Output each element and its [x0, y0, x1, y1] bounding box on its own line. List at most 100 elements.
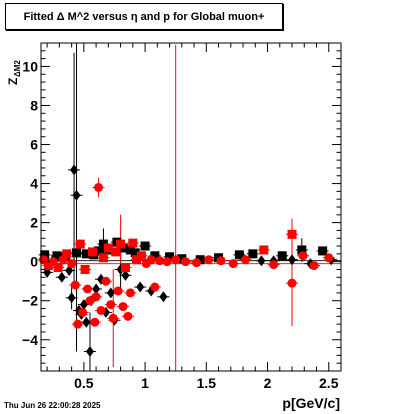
data-point-series2: [171, 255, 181, 265]
y-axis-label: Z ΔM2: [3, 60, 23, 101]
data-point-series1: [165, 252, 175, 262]
data-point-series1: [40, 250, 50, 260]
data-point-series2: [204, 255, 214, 265]
x-axis-label: p[GeV/c]: [282, 395, 340, 411]
data-point-series1: [92, 283, 101, 295]
data-point-series2: [192, 258, 202, 268]
y-tick-label: 2: [30, 215, 38, 231]
y-tick-label: −2: [22, 293, 38, 309]
data-point-series2: [228, 259, 238, 269]
data-point-series2: [106, 300, 116, 310]
data-point-series1: [94, 246, 104, 256]
data-point-series1: [67, 292, 76, 304]
data-point-series1: [136, 281, 145, 293]
chart-title-box: Fitted Δ M^2 versus η and p for Global m…: [5, 3, 283, 30]
data-point-series1: [248, 249, 258, 259]
y-tick-label: 8: [30, 97, 38, 113]
data-point-series1: [257, 255, 266, 267]
data-point-series2: [111, 247, 121, 257]
data-point-series2: [80, 264, 90, 274]
data-point-series2: [128, 238, 138, 248]
data-point-series1: [288, 254, 297, 266]
y-tick-label: 4: [30, 176, 38, 192]
data-point-series1: [52, 251, 62, 261]
data-point-series1: [85, 345, 94, 357]
x-tick-label: 1.5: [197, 375, 217, 391]
data-point-series1: [98, 239, 108, 249]
y-tick-label: 10: [22, 58, 38, 74]
data-point-series2: [73, 319, 83, 329]
data-point-series2: [116, 239, 126, 249]
data-point-series1: [125, 245, 135, 255]
data-point-series2: [180, 257, 190, 267]
data-point-series2: [101, 276, 111, 286]
data-point-series1: [140, 241, 150, 251]
data-point-series2: [75, 239, 85, 249]
data-point-series2: [78, 307, 88, 317]
x-tick-label: 2.5: [319, 375, 339, 391]
data-point-series1: [70, 164, 79, 176]
data-point-series2: [132, 255, 142, 265]
y-tick-label: 0: [30, 254, 38, 270]
data-point-series1: [150, 251, 160, 261]
data-point-series1: [82, 316, 91, 328]
data-point-series1: [159, 291, 168, 303]
data-point-series1: [57, 271, 66, 283]
data-point-series2: [120, 263, 130, 273]
data-point-series1: [234, 250, 244, 260]
data-point-series1: [106, 287, 115, 299]
data-point-series2: [43, 261, 53, 271]
data-point-series2: [53, 263, 63, 273]
data-point-series1: [121, 269, 130, 281]
data-point-series2: [216, 256, 226, 266]
data-point-series1: [318, 246, 328, 256]
data-point-series2: [298, 251, 308, 261]
data-point-series2: [324, 253, 334, 263]
x-tick-label: 0.5: [74, 375, 94, 391]
data-point-series2: [96, 305, 106, 315]
data-point-series2: [87, 247, 97, 257]
y-tick-label: −4: [22, 332, 38, 348]
data-point-series2: [259, 245, 269, 255]
data-point-series2: [67, 259, 77, 269]
data-point-series1: [81, 249, 91, 259]
timestamp: Thu Jun 26 22:00:28 2025: [4, 401, 101, 410]
data-point-series2: [118, 302, 128, 312]
data-point-series2: [309, 261, 319, 271]
data-point-series2: [150, 282, 160, 292]
data-point-series2: [146, 255, 156, 265]
x-tick-label: 2: [264, 375, 272, 391]
data-point-series2: [83, 284, 93, 294]
data-point-series2: [90, 317, 100, 327]
y-axis-label-subscript: ΔM2: [13, 60, 22, 77]
data-point-series1: [277, 251, 287, 261]
data-point-series1: [72, 189, 81, 201]
chart-title: Fitted Δ M^2 versus η and p for Global m…: [23, 11, 265, 23]
data-point-series2: [113, 286, 123, 296]
data-point-series2: [269, 260, 279, 270]
data-point-series1: [195, 255, 205, 265]
data-point-series2: [162, 257, 172, 267]
data-point-series2: [287, 278, 297, 288]
data-point-series1: [177, 254, 187, 264]
data-point-series2: [62, 249, 72, 259]
data-point-series2: [108, 313, 118, 323]
data-point-series2: [94, 182, 104, 192]
x-tick-label: 1: [141, 375, 149, 391]
data-point-series2: [70, 280, 80, 290]
data-point-series1: [72, 248, 82, 258]
data-point-series1: [130, 248, 140, 258]
data-point-series2: [98, 253, 108, 263]
data-point-series2: [91, 292, 101, 302]
y-tick-label: 6: [30, 137, 38, 153]
data-point-series2: [136, 251, 146, 261]
data-point-series2: [240, 255, 250, 265]
data-point-series2: [125, 288, 135, 298]
data-point-series2: [287, 229, 297, 239]
data-point-series2: [123, 311, 133, 321]
y-axis-label-main: Z: [6, 78, 20, 85]
data-point-series2: [103, 243, 113, 253]
data-point-series2: [155, 256, 165, 266]
data-point-series1: [297, 245, 307, 255]
